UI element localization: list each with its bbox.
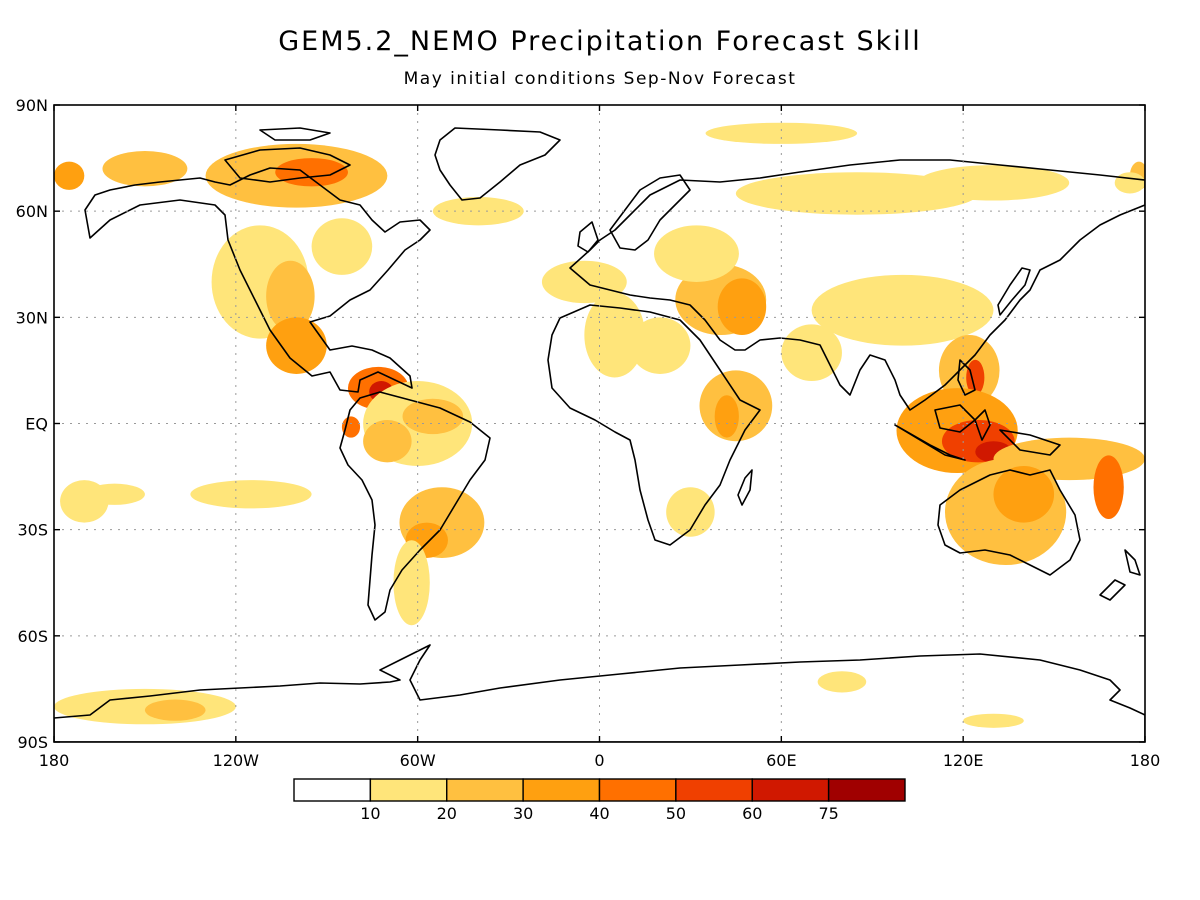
skill-region <box>705 122 858 144</box>
coastline-maritime-continent <box>894 359 1061 461</box>
coastline-madagascar <box>737 469 753 506</box>
skill-region <box>54 688 236 725</box>
coastline-scandinavia <box>609 174 691 251</box>
map-gridlines <box>54 105 1145 742</box>
skill-region <box>1093 455 1124 520</box>
lat-tick-label: EQ <box>25 415 48 434</box>
skill-region <box>963 713 1024 728</box>
map-subtitle: May initial conditions Sep-Nov Forecast <box>403 69 797 89</box>
skill-region <box>402 398 464 435</box>
skill-shading-layer <box>54 122 1145 728</box>
lon-tick-label: 120E <box>943 751 984 770</box>
colorbar-label: 10 <box>360 804 380 823</box>
coastline-antarctica <box>54 644 1145 742</box>
colorbar-label: 75 <box>818 804 838 823</box>
skill-region <box>311 218 373 275</box>
lat-tick-label: 90N <box>16 96 48 115</box>
skill-region <box>54 161 85 190</box>
skill-region <box>717 278 767 336</box>
skill-region <box>541 260 627 304</box>
coastline-australia <box>937 469 1081 576</box>
coastline-new-zealand <box>1099 549 1141 601</box>
colorbar-label: 40 <box>589 804 609 823</box>
skill-region <box>714 395 739 438</box>
colorbar-swatch <box>446 778 524 802</box>
lon-tick-label: 0 <box>594 751 604 770</box>
lat-tick-label: 60S <box>17 627 48 646</box>
lat-tick-label: 90S <box>17 733 48 752</box>
skill-region <box>393 540 430 626</box>
axis-ticks <box>53 104 1146 743</box>
colorbar-swatch <box>751 778 830 802</box>
lon-tick-label: 60W <box>400 751 436 770</box>
skill-region <box>341 416 361 438</box>
skill-region <box>266 317 327 374</box>
skill-region <box>629 317 691 374</box>
colorbar-swatch <box>293 778 372 802</box>
coastline-africa <box>547 304 761 546</box>
colorbar-label: 30 <box>513 804 533 823</box>
lon-tick-label: 60E <box>766 751 796 770</box>
skill-region <box>60 480 109 523</box>
coastline-british-isles <box>577 221 599 253</box>
colorbar-swatch <box>827 778 906 802</box>
coastline-layer <box>54 127 1145 742</box>
skill-region <box>266 260 315 332</box>
colorbar-swatch <box>598 778 677 802</box>
coastline-eurasia <box>569 159 1145 411</box>
colorbar-label: 60 <box>742 804 762 823</box>
coastline-japan <box>997 267 1031 316</box>
colorbar-swatch <box>675 778 753 802</box>
coastline-south-america <box>339 391 491 621</box>
skill-region <box>666 487 715 537</box>
colorbar-label: 50 <box>666 804 686 823</box>
skill-region <box>144 699 206 721</box>
skill-region <box>817 671 867 693</box>
coastline-arctic-islands <box>224 127 351 183</box>
coastline-north-america <box>84 167 431 393</box>
lon-tick-label: 180 <box>1130 751 1161 770</box>
skill-region <box>993 465 1055 523</box>
skill-region <box>363 419 412 463</box>
skill-region <box>190 480 312 509</box>
colorbar: 10 20 30 40 50 60 75 <box>293 778 906 823</box>
lat-tick-label: 30N <box>16 308 48 327</box>
lon-tick-label: 120W <box>213 751 260 770</box>
skill-region <box>917 165 1070 201</box>
skill-region <box>102 151 188 187</box>
skill-region <box>966 359 985 396</box>
lat-tick-label: 30S <box>17 521 48 540</box>
lat-tick-label: 60N <box>16 202 48 221</box>
map-title: GEM5.2_NEMO Precipitation Forecast Skill <box>278 26 922 57</box>
skill-region <box>781 324 842 382</box>
colorbar-swatch <box>522 778 601 802</box>
colorbar-swatch <box>369 778 448 802</box>
colorbar-label: 20 <box>437 804 457 823</box>
skill-region <box>1114 172 1145 194</box>
skill-region <box>811 274 994 346</box>
skill-region <box>654 225 739 282</box>
coastline-greenland <box>434 127 561 201</box>
lon-tick-label: 180 <box>39 751 70 770</box>
